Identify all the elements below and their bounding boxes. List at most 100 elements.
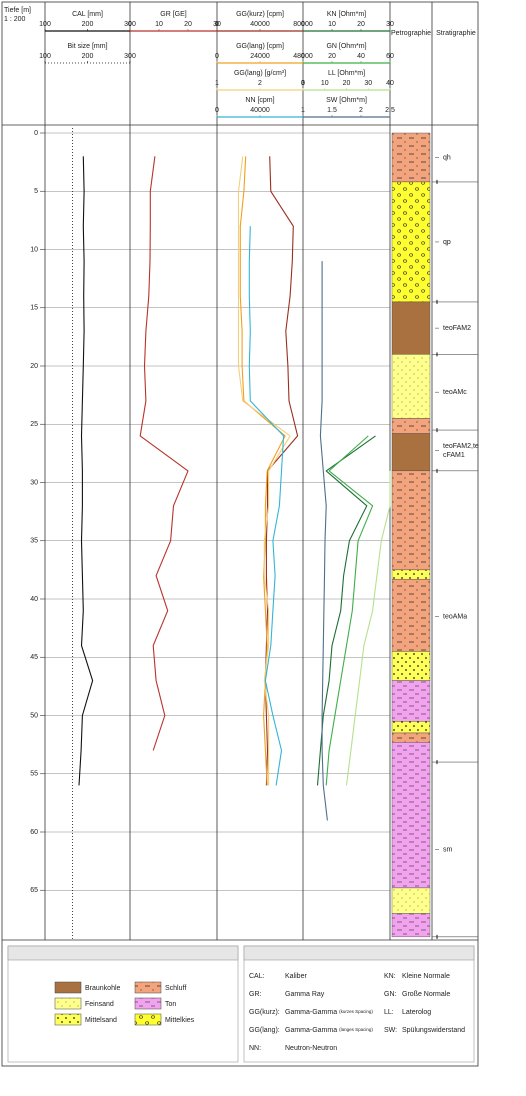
depth-tick-label: 10 (30, 246, 38, 253)
abbreviation: GG(kurz): (249, 1009, 280, 1016)
abbreviation-note: (kurzes Spacing) (339, 1009, 373, 1014)
abbreviation: CAL: (249, 973, 265, 980)
depth-tick-label: 55 (30, 771, 38, 778)
abbreviation-text: Kleine Normale (402, 973, 450, 980)
legend-swatch (54, 997, 82, 1010)
scale-tick-label: 60 (386, 53, 394, 60)
scale-tick-label: 0 (301, 80, 305, 87)
depth-label: Tiefe [m] (4, 7, 31, 14)
lithology-layer (391, 470, 431, 571)
strat-label: teoAMc (443, 389, 467, 396)
lithology-layer (391, 181, 431, 303)
scale-tick-label: 100 (39, 21, 51, 28)
legend-label: Feinsand (85, 1001, 114, 1008)
scale-tick-label: 0 (215, 107, 219, 114)
log-curve (237, 156, 291, 786)
lithology-layer (391, 132, 431, 183)
curve-label: CAL [mm] (72, 11, 103, 18)
log-curve (345, 470, 391, 786)
abbreviation-text: Gamma-Gamma (285, 1009, 337, 1016)
scale-tick-label: 80000 (293, 21, 313, 28)
lithology-layer (391, 742, 431, 889)
scale-tick-label: 40000 (250, 107, 270, 114)
strat-label: qp (443, 239, 451, 246)
strat-label: teoFAM2 (443, 325, 471, 332)
depth-tick-label: 35 (30, 538, 38, 545)
abbreviation: KN: (384, 973, 396, 980)
abbreviation-text: Gamma-Gamma (285, 1027, 337, 1034)
scale-tick-label: 40000 (250, 21, 270, 28)
scale-tick-label: 24000 (250, 53, 270, 60)
legend-swatch (134, 1013, 162, 1026)
petrography-header: Petrographie (391, 30, 431, 37)
log-curve (78, 156, 94, 786)
depth-tick-label: 0 (34, 130, 38, 137)
lithology-layer (391, 354, 431, 419)
scale-tick-label: 20 (184, 21, 192, 28)
legend-header (7, 945, 239, 961)
abbreviation: GG(lang): (249, 1027, 280, 1034)
scale-tick-label: 3 (301, 80, 305, 87)
lithology-layer (391, 301, 431, 355)
scale-tick-label: 30 (213, 21, 221, 28)
depth-tick-label: 40 (30, 596, 38, 603)
scale-tick-label: 300 (124, 53, 136, 60)
scale-tick-label: 20 (328, 53, 336, 60)
legend-swatch (54, 1013, 82, 1026)
log-curve (139, 156, 189, 751)
curve-label: KN [Ohm*m] (327, 11, 366, 18)
scale-tick-label: 1 (301, 107, 305, 114)
lithology-layer (391, 578, 431, 652)
strat-label: teoFAM2,te (443, 443, 479, 450)
lithology-layer (391, 721, 431, 734)
scale-tick-label: 0 (215, 53, 219, 60)
scale-tick-label: 20 (357, 21, 365, 28)
scale-tick-label: 2.5 (385, 107, 395, 114)
depth-tick-label: 45 (30, 654, 38, 661)
scale-tick-label: 1.5 (327, 107, 337, 114)
scale-tick-label: 10 (321, 80, 329, 87)
abbreviation: SW: (384, 1027, 397, 1034)
lithology-layer (391, 887, 431, 914)
depth-tick-label: 25 (30, 421, 38, 428)
abbreviation-note: (langes Spacing) (339, 1027, 373, 1032)
abbreviation-box (243, 945, 475, 1063)
log-curve (239, 156, 286, 786)
legend-label: Mittelsand (85, 1017, 117, 1024)
scale-tick-label: 2 (359, 107, 363, 114)
legend-swatch (134, 997, 162, 1010)
scale-tick-label: 10 (155, 21, 163, 28)
scale-tick-label: 0 (301, 53, 305, 60)
scale-tick-label: 20 (343, 80, 351, 87)
scale-tick-label: 0 (301, 21, 305, 28)
curve-label: GG(lang) [cpm] (236, 43, 284, 50)
abbreviation-header (243, 945, 475, 961)
lithology-layer (391, 680, 431, 722)
legend-label: Schluff (165, 985, 186, 992)
scale-tick-label: 200 (82, 21, 94, 28)
lithology-layer (391, 732, 431, 743)
abbreviation: NN: (249, 1045, 261, 1052)
curve-label: LL [Ohm*m] (328, 70, 365, 77)
scale-tick-label: 10 (328, 21, 336, 28)
log-curve (319, 261, 328, 821)
log-curve (248, 226, 285, 786)
curve-label: GR [GE] (160, 11, 187, 18)
stratigraphy-header: Stratigraphie (436, 30, 476, 37)
abbreviation-text: Große Normale (402, 991, 450, 998)
depth-tick-label: 60 (30, 829, 38, 836)
scale-tick-label: 30 (364, 80, 372, 87)
abbreviation: LL: (384, 1009, 394, 1016)
curve-label: GG(lang) [g/cm³] (234, 70, 286, 77)
abbreviation-text: Neutron-Neutron (285, 1045, 337, 1052)
legend-label: Ton (165, 1001, 176, 1008)
strat-label: cFAM1 (443, 452, 465, 459)
curve-label: NN [cpm] (245, 97, 274, 104)
depth-tick-label: 30 (30, 479, 38, 486)
strat-label: qh (443, 154, 451, 161)
scale-tick-label: 100 (39, 53, 51, 60)
curve-label: SW [Ohm*m] (326, 97, 367, 104)
depth-tick-label: 20 (30, 363, 38, 370)
scale-tick-label: 0 (215, 21, 219, 28)
